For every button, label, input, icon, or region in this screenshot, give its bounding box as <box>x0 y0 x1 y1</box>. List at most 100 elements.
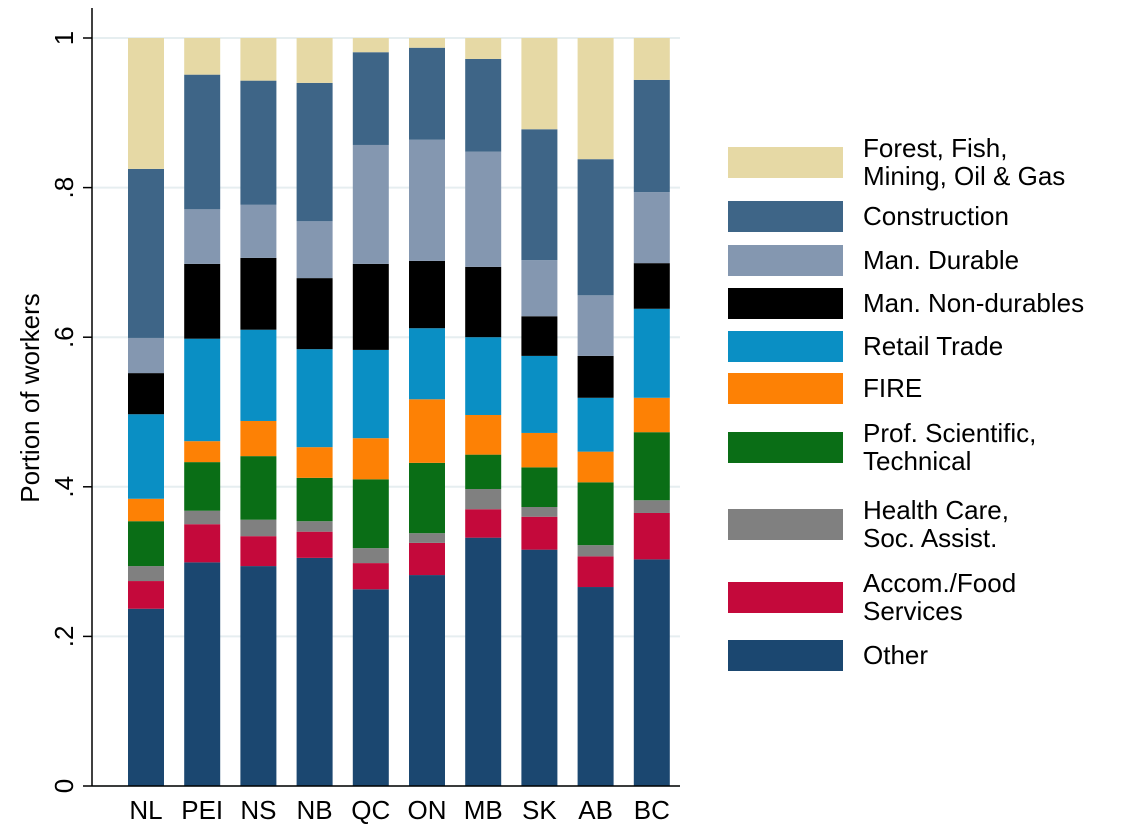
bar-segment <box>296 477 333 522</box>
bar-segment <box>577 295 614 356</box>
legend-item: Construction <box>728 200 1009 232</box>
bar-segment <box>352 563 389 590</box>
bar-segment <box>465 509 502 538</box>
legend-swatch <box>728 146 843 178</box>
bar-segment <box>352 263 389 350</box>
bar-segment <box>409 399 445 463</box>
bar-segment <box>184 38 221 75</box>
bar-segment <box>409 38 445 48</box>
bar-segment <box>240 420 277 457</box>
legend-item: Man. Non-durables <box>728 287 1085 319</box>
legend-item: Accom./Food Services <box>728 569 1016 625</box>
bar-segment <box>296 531 333 558</box>
x-tick-label: PEI <box>181 795 223 825</box>
bar-segment <box>240 204 277 258</box>
x-tick-label: NB <box>297 795 333 825</box>
bar-segment <box>465 58 502 152</box>
legend-swatch <box>728 330 843 362</box>
bar-segment <box>577 38 614 160</box>
bar-segment <box>184 462 221 511</box>
bar-segment <box>633 79 670 193</box>
bar-segment <box>128 566 164 582</box>
bar-segment <box>465 337 502 415</box>
bar-segment <box>128 373 164 415</box>
bar-segment <box>352 479 389 549</box>
bar-segment <box>577 397 614 452</box>
bar-segment <box>352 52 389 145</box>
bar-segment <box>577 545 614 557</box>
bar-segment <box>521 38 558 130</box>
bar-segment <box>128 521 164 567</box>
bar-segment <box>240 519 277 537</box>
legend-label: FIRE <box>863 373 923 403</box>
x-tick-label: ON <box>408 795 447 825</box>
bar-segment <box>577 159 614 296</box>
legend-item: Prof. Scientific, Technical <box>728 419 1036 475</box>
bar-segment <box>128 498 164 522</box>
bar-segment <box>465 266 502 338</box>
bar-segment <box>128 337 164 374</box>
bar-segment <box>296 521 333 532</box>
legend-swatch <box>728 508 843 540</box>
x-tick-label: MB <box>464 795 503 825</box>
bar-segment <box>521 129 558 261</box>
legend-swatch <box>728 581 843 613</box>
bar-segment <box>184 562 221 786</box>
bar-segment <box>184 441 221 463</box>
x-tick-label: QC <box>351 795 390 825</box>
bar-segment <box>184 524 221 563</box>
bar-segment <box>465 454 502 490</box>
bar-segment <box>577 355 614 398</box>
bar-segment <box>633 397 670 433</box>
bar-segment <box>465 38 502 59</box>
bar-segment <box>465 489 502 510</box>
bar-segment <box>184 338 221 442</box>
x-tick-label: AB <box>578 795 613 825</box>
bar-segment <box>409 462 445 534</box>
x-tick-label: NS <box>240 795 276 825</box>
legend-item: Man. Durable <box>728 244 1019 276</box>
bar-segment <box>296 557 333 786</box>
y-tick-label: 1 <box>49 31 79 45</box>
bar-segment <box>521 506 558 517</box>
bar-segment <box>409 575 445 786</box>
legend-swatch <box>728 287 843 319</box>
legend-item: Health Care, Soc. Assist. <box>728 496 1009 552</box>
bar-segment <box>633 512 670 560</box>
bar-segment <box>184 510 221 525</box>
bar-segment <box>352 438 389 480</box>
bar-segment <box>633 263 670 309</box>
legend-label: Man. Non-durables <box>863 288 1085 318</box>
y-axis-label: Portion of workers <box>15 293 45 503</box>
x-tick-label: NL <box>129 795 162 825</box>
bar-segment <box>409 47 445 140</box>
bar-segment <box>352 349 389 439</box>
x-tick-label: BC <box>634 795 670 825</box>
bar-segment <box>128 168 164 338</box>
y-tick-label: 0 <box>49 779 79 793</box>
bar-segment <box>409 328 445 400</box>
bar-segment <box>633 559 670 786</box>
bar-segment <box>521 355 558 433</box>
bar-segment <box>296 82 333 222</box>
legend-label: Prof. Scientific, Technical <box>863 418 1037 476</box>
legend-swatch <box>728 639 843 671</box>
bar-segment <box>240 536 277 567</box>
y-tick-label: .6 <box>49 326 79 348</box>
bar-segment <box>240 257 277 330</box>
bar-segment <box>296 221 333 279</box>
bar-segment <box>521 316 558 356</box>
bar-segment <box>296 278 333 350</box>
bar-segment <box>296 38 333 83</box>
legend-item: Other <box>728 639 928 671</box>
bar-segment <box>184 263 221 339</box>
bar-segment <box>521 260 558 317</box>
bar-segment <box>240 329 277 421</box>
bar-segment <box>409 533 445 543</box>
bar-segment <box>521 467 558 507</box>
bar-segment <box>128 38 164 169</box>
legend-label: Construction <box>863 201 1009 231</box>
bar-segment <box>465 537 502 786</box>
x-tick-label: SK <box>522 795 557 825</box>
